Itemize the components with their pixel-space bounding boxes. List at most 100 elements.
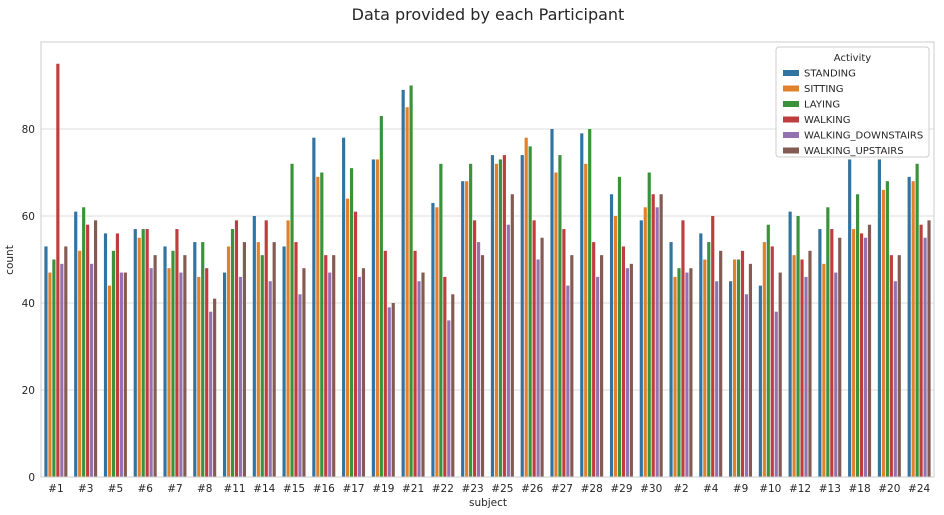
bar xyxy=(123,272,127,477)
bar xyxy=(629,263,633,477)
bar xyxy=(719,250,723,477)
bar xyxy=(532,220,536,477)
bar xyxy=(242,242,246,477)
bar xyxy=(90,263,94,477)
bar xyxy=(893,281,897,477)
bar xyxy=(302,268,306,477)
bar xyxy=(238,276,243,477)
bar xyxy=(584,163,588,478)
bar xyxy=(580,133,584,477)
bar xyxy=(342,137,346,477)
x-tick-label: #19 xyxy=(372,483,394,495)
bar xyxy=(179,272,183,477)
bar xyxy=(856,194,860,477)
x-tick-label: #3 xyxy=(78,483,93,495)
y-tick-label: 40 xyxy=(22,298,35,310)
bar xyxy=(498,159,502,477)
bar xyxy=(617,176,622,477)
bar xyxy=(907,176,911,477)
bar xyxy=(685,272,689,477)
chart-title: Data provided by each Participant xyxy=(352,5,625,24)
x-tick-label: #4 xyxy=(703,483,719,495)
legend-label: WALKING_DOWNSTAIRS xyxy=(804,131,923,142)
bar xyxy=(480,255,485,477)
bar xyxy=(848,159,852,477)
bar xyxy=(740,250,745,477)
bar xyxy=(252,216,256,477)
bar xyxy=(197,276,201,477)
bar xyxy=(540,237,544,477)
bar xyxy=(256,242,260,477)
bar xyxy=(272,242,276,477)
legend-swatch xyxy=(783,116,799,123)
bars xyxy=(44,63,931,478)
legend: Activity STANDING SITTING LAYING WALKING WALK… xyxy=(775,46,930,158)
bar xyxy=(451,294,455,477)
bar xyxy=(205,268,209,477)
bar xyxy=(209,311,213,477)
bar xyxy=(312,137,316,477)
bar xyxy=(923,237,927,477)
bar xyxy=(554,172,558,477)
x-tick-label: #8 xyxy=(197,483,212,495)
bar xyxy=(651,194,655,477)
bar xyxy=(387,307,391,477)
bar xyxy=(669,242,673,477)
bar xyxy=(465,181,469,477)
bar xyxy=(528,146,532,477)
bar xyxy=(60,263,64,477)
bar xyxy=(141,229,145,477)
bar xyxy=(570,255,574,477)
legend-swatch xyxy=(783,85,799,92)
bar xyxy=(681,220,685,477)
bar xyxy=(409,85,413,477)
bar xyxy=(264,220,268,477)
bar xyxy=(391,303,395,477)
legend-swatch xyxy=(783,70,799,76)
x-tick-label: #29 xyxy=(610,483,632,495)
bar xyxy=(536,259,540,477)
bar xyxy=(490,155,495,477)
bar xyxy=(609,194,614,477)
bar xyxy=(766,224,770,477)
bar xyxy=(919,224,923,477)
bar xyxy=(729,281,733,477)
bar xyxy=(226,246,231,477)
x-tick-label: #23 xyxy=(462,483,484,495)
bar xyxy=(286,220,290,477)
bar xyxy=(673,276,677,477)
bar xyxy=(175,229,179,477)
bar xyxy=(447,320,451,477)
bar xyxy=(647,172,651,477)
y-tick-label: 0 xyxy=(28,472,35,484)
bar xyxy=(502,155,506,477)
bar xyxy=(796,216,800,477)
bar xyxy=(222,272,227,477)
bar xyxy=(163,246,167,477)
x-axis-label: subject xyxy=(469,497,507,509)
bar xyxy=(349,168,354,477)
x-tick-label: #11 xyxy=(223,483,245,495)
bar xyxy=(677,268,681,477)
legend-swatch xyxy=(783,101,799,107)
x-tick-label: #15 xyxy=(283,483,305,495)
bar xyxy=(93,220,98,477)
x-tick-label: #9 xyxy=(733,483,748,495)
bar xyxy=(469,163,473,478)
bar xyxy=(417,281,421,477)
x-tick-label: #13 xyxy=(819,483,841,495)
bar xyxy=(316,176,320,477)
x-tick-label: #10 xyxy=(759,483,781,495)
bar xyxy=(193,242,197,477)
bar xyxy=(889,255,893,477)
bar xyxy=(826,207,830,478)
x-tick-label: #26 xyxy=(521,483,543,495)
bar xyxy=(119,272,123,477)
bar xyxy=(639,220,643,477)
legend-label: LAYING xyxy=(804,100,840,111)
bar xyxy=(107,285,112,477)
legend-label: WALKING_UPSTAIRS xyxy=(804,146,904,157)
bar xyxy=(375,159,379,477)
bar xyxy=(260,255,264,477)
